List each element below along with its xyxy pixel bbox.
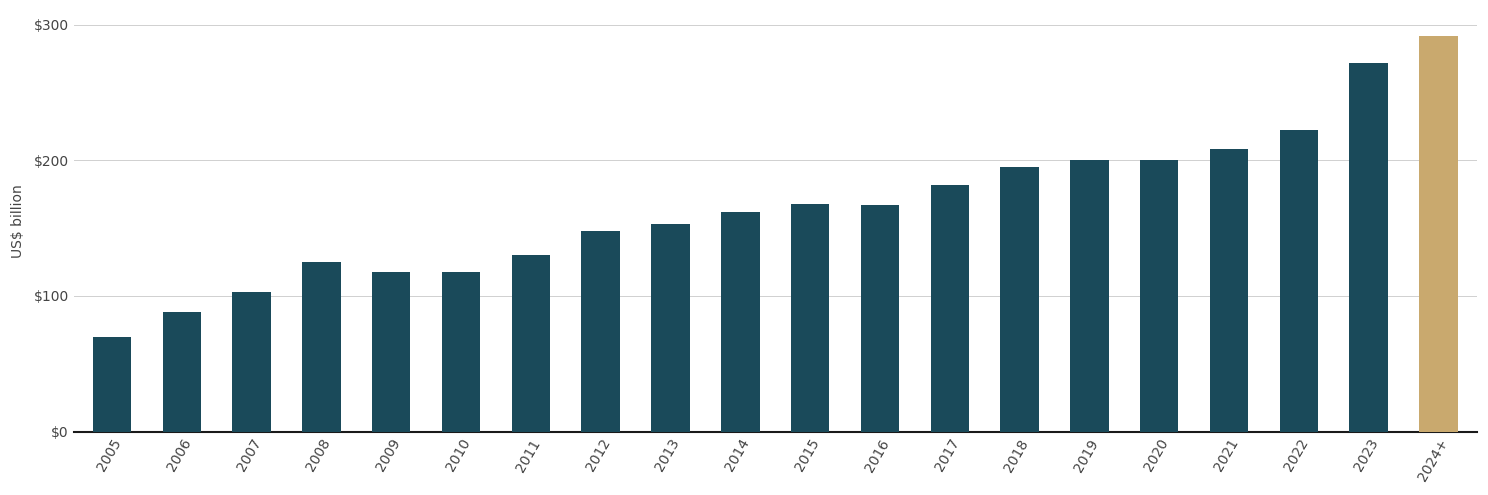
Y-axis label: US$ billion: US$ billion bbox=[10, 185, 25, 258]
Bar bbox=[1140, 160, 1178, 432]
Bar bbox=[652, 224, 690, 432]
Bar bbox=[1350, 63, 1388, 432]
Bar bbox=[302, 262, 341, 432]
Bar bbox=[1070, 160, 1109, 432]
Bar bbox=[162, 312, 201, 432]
Bar bbox=[930, 185, 969, 432]
Bar bbox=[1210, 149, 1248, 432]
Bar bbox=[582, 231, 620, 432]
Bar bbox=[860, 205, 899, 432]
Bar bbox=[1420, 36, 1458, 432]
Bar bbox=[232, 292, 271, 432]
Bar bbox=[1280, 131, 1318, 432]
Bar bbox=[512, 255, 551, 432]
Bar bbox=[372, 272, 411, 432]
Bar bbox=[442, 272, 481, 432]
Bar bbox=[792, 204, 829, 432]
Bar bbox=[722, 212, 759, 432]
Bar bbox=[1000, 167, 1039, 432]
Bar bbox=[92, 337, 131, 432]
